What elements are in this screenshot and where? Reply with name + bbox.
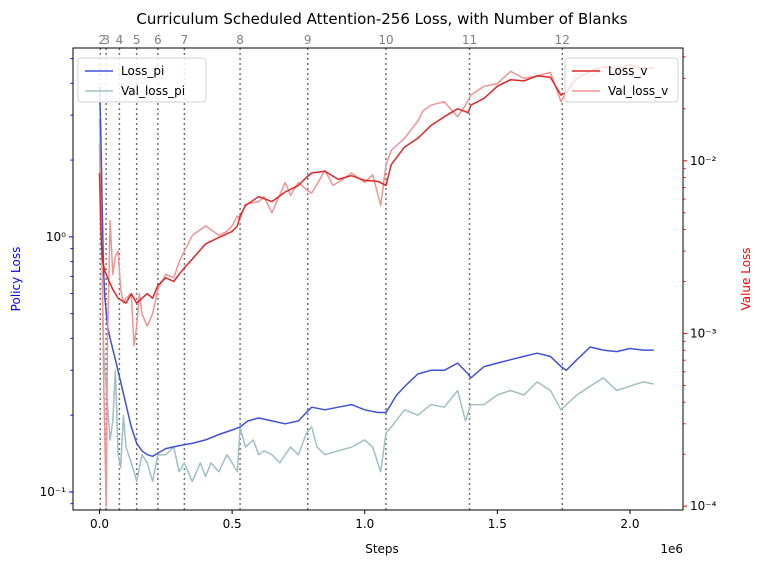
x-tick-label: 0.5 <box>223 517 242 531</box>
blank-markers: 23 4 5 6 7 8 9 10 11 12 <box>98 33 570 510</box>
y-axis-right: 10⁻⁴ 10⁻³ 10⁻² <box>683 56 717 513</box>
legend-entry: Val_loss_pi <box>121 84 185 98</box>
series-layer <box>98 63 654 507</box>
series-line-val-loss-pi <box>98 118 654 483</box>
x-tick-label: 0.0 <box>90 517 109 531</box>
y-axis-left: 10⁻¹ 10⁰ <box>40 58 73 505</box>
blank-marker-label: 8 <box>236 33 244 47</box>
x-tick-label: 1.0 <box>355 517 374 531</box>
legend-entry: Loss_v <box>608 64 647 78</box>
blank-marker-label: 11 <box>462 33 477 47</box>
x-tick-label: 1.5 <box>488 517 507 531</box>
x-offset-label: 1e6 <box>660 542 683 556</box>
y-axis-left-label: Policy Loss <box>9 247 23 312</box>
blank-marker-label: 5 <box>133 33 141 47</box>
blank-marker-label: 7 <box>181 33 189 47</box>
x-tick-label: 2.0 <box>620 517 639 531</box>
blank-marker-label: 12 <box>555 33 570 47</box>
series-line-val-loss-v <box>98 66 654 507</box>
x-axis-label: Steps <box>365 542 399 556</box>
legend-entry: Loss_pi <box>121 64 164 78</box>
blank-marker-label: 9 <box>304 33 312 47</box>
legend-entry: Val_loss_v <box>608 84 668 98</box>
y-axis-right-label: Value Loss <box>739 247 753 310</box>
plot-frame <box>72 47 684 511</box>
blank-marker-label: 4 <box>116 33 124 47</box>
y-left-tick-label: 10⁻¹ <box>40 485 67 499</box>
x-axis: 0.0 0.5 1.0 1.5 2.0 <box>90 510 640 531</box>
series-line-loss-v <box>98 63 654 304</box>
blank-marker-label: 6 <box>154 33 162 47</box>
y-right-tick-label: 10⁻³ <box>690 326 717 340</box>
series-line-loss-pi <box>98 86 654 458</box>
blank-marker-label: 3 <box>102 33 110 47</box>
legend-right: Loss_v Val_loss_v <box>564 57 679 103</box>
y-left-tick-label: 10⁰ <box>46 230 66 244</box>
legend-left: Loss_pi Val_loss_pi <box>77 57 207 103</box>
blank-marker-label: 10 <box>378 33 393 47</box>
chart-title: Curriculum Scheduled Attention-256 Loss,… <box>136 10 627 28</box>
blank-marker-label: 2 <box>98 33 106 47</box>
y-right-tick-label: 10⁻² <box>690 154 717 168</box>
y-right-tick-label: 10⁻⁴ <box>690 499 717 513</box>
